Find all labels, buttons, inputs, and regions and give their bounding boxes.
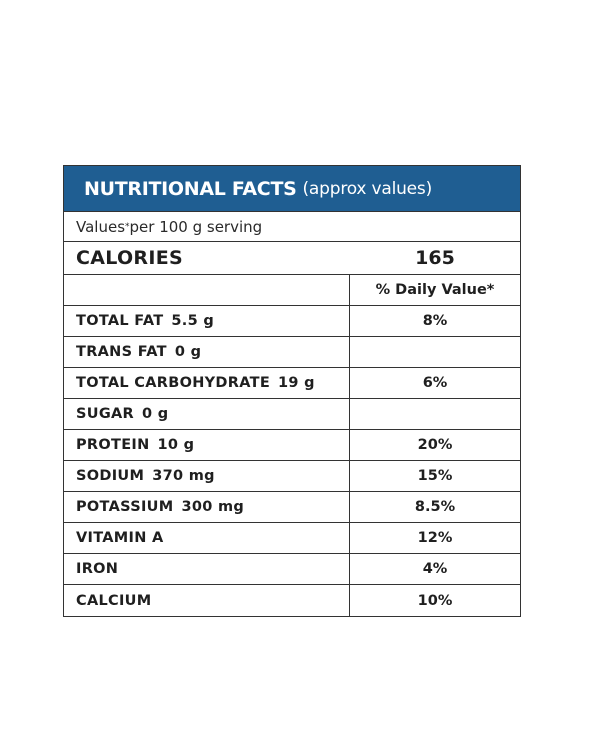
nutrient-daily-value: 4% xyxy=(422,561,448,577)
nutrition-title: NUTRITIONAL FACTS xyxy=(84,177,297,200)
nutrient-row: CALCIUM 10% xyxy=(64,585,520,616)
nutrient-name: SUGAR xyxy=(76,406,135,422)
calories-row: CALORIES 165 xyxy=(64,242,520,275)
daily-value-header: % Daily Value* xyxy=(375,282,495,298)
nutrient-daily-value: 6% xyxy=(422,375,448,391)
nutrient-daily-value xyxy=(350,337,520,367)
nutrient-row: TOTAL CARBOHYDRATE 19 g 6% xyxy=(64,368,520,399)
nutrient-cell: TRANS FAT 0 g xyxy=(64,337,350,367)
calories-value: 165 xyxy=(415,247,455,269)
nutrient-amount: 300 mg xyxy=(181,499,245,515)
nutrient-daily-value: 15% xyxy=(417,468,453,484)
nutrient-cell: SODIUM 370 mg xyxy=(64,461,350,491)
nutrition-facts-panel: NUTRITIONAL FACTS (approx values) Values… xyxy=(63,165,521,617)
nutrient-cell: VITAMIN A xyxy=(64,523,350,553)
nutrient-name: POTASSIUM xyxy=(76,499,174,515)
daily-value-header-row: % Daily Value* xyxy=(64,275,520,306)
nutrient-amount: 10 g xyxy=(157,437,195,453)
serving-info: Values * per 100 g serving xyxy=(64,212,520,242)
nutrition-title-banner: NUTRITIONAL FACTS (approx values) xyxy=(64,166,520,212)
nutrient-amount: 0 g xyxy=(142,406,169,422)
nutrient-name: VITAMIN A xyxy=(76,530,164,546)
nutrient-row: TOTAL FAT 5.5 g 8% xyxy=(64,306,520,337)
serving-marker: * xyxy=(125,221,130,232)
nutrient-name: IRON xyxy=(76,561,119,577)
nutrient-row: SODIUM 370 mg 15% xyxy=(64,461,520,492)
nutrient-cell: POTASSIUM 300 mg xyxy=(64,492,350,522)
calories-label: CALORIES xyxy=(76,247,183,269)
nutrient-name: CALCIUM xyxy=(76,592,152,609)
nutrient-row: PROTEIN 10 g 20% xyxy=(64,430,520,461)
nutrient-cell: TOTAL FAT 5.5 g xyxy=(64,306,350,336)
nutrient-row: POTASSIUM 300 mg 8.5% xyxy=(64,492,520,523)
nutrient-name: SODIUM xyxy=(76,468,145,484)
nutrient-cell: PROTEIN 10 g xyxy=(64,430,350,460)
nutrient-row: TRANS FAT 0 g xyxy=(64,337,520,368)
nutrient-daily-value: 8% xyxy=(422,313,448,329)
nutrient-amount: 370 mg xyxy=(152,468,215,484)
nutrient-cell: TOTAL CARBOHYDRATE 19 g xyxy=(64,368,350,398)
nutrient-name: TOTAL FAT xyxy=(76,313,164,329)
nutrient-daily-value: 12% xyxy=(417,530,453,546)
nutrient-row: VITAMIN A 12% xyxy=(64,523,520,554)
serving-prefix: Values xyxy=(76,217,126,236)
nutrient-rows: TOTAL FAT 5.5 g 8% TRANS FAT 0 g TOTAL CARBOH… xyxy=(64,306,520,616)
nutrient-cell: SUGAR 0 g xyxy=(64,399,350,429)
nutrient-daily-value: 8.5% xyxy=(414,499,456,515)
nutrient-name: TRANS FAT xyxy=(76,344,167,360)
nutrient-amount: 5.5 g xyxy=(171,313,215,329)
nutrient-daily-value: 10% xyxy=(417,592,453,609)
header-left-cell xyxy=(64,275,350,305)
nutrient-name: TOTAL CARBOHYDRATE xyxy=(76,375,271,391)
nutrient-name: PROTEIN xyxy=(76,437,150,453)
nutrient-row: SUGAR 0 g xyxy=(64,399,520,430)
nutrition-title-note: (approx values) xyxy=(302,178,433,199)
nutrient-row: IRON 4% xyxy=(64,554,520,585)
nutrient-amount: 0 g xyxy=(174,344,202,360)
nutrient-cell: CALCIUM xyxy=(64,585,350,616)
nutrient-amount: 19 g xyxy=(278,375,315,391)
serving-suffix: per 100 g serving xyxy=(129,217,263,236)
nutrient-cell: IRON xyxy=(64,554,350,584)
nutrient-daily-value: 20% xyxy=(417,437,453,453)
nutrient-daily-value xyxy=(350,399,520,429)
